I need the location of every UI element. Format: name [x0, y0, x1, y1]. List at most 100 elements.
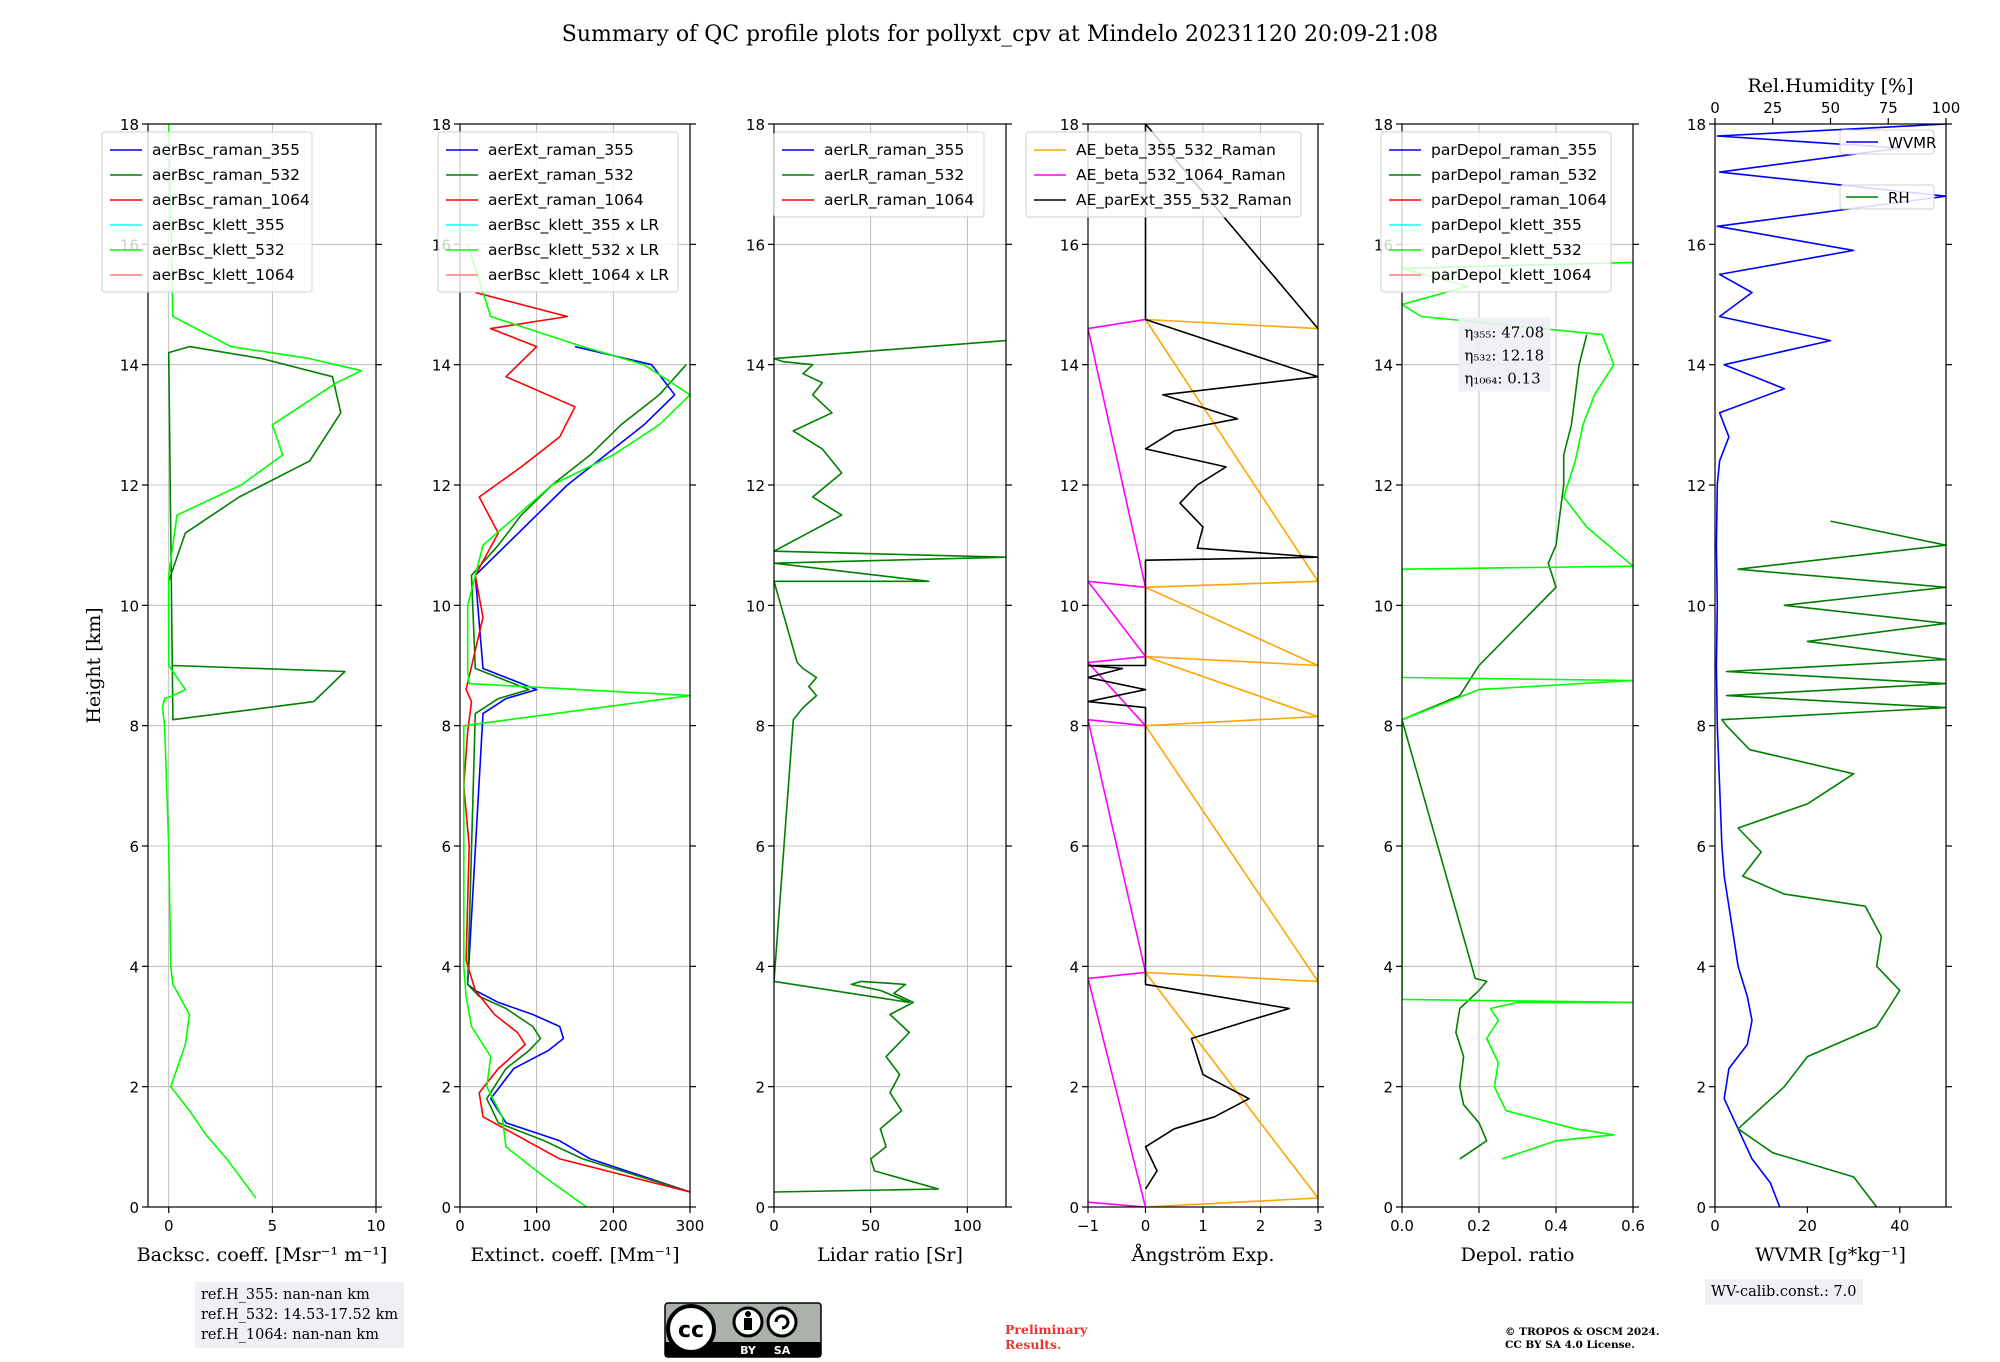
cc-by-text: BY — [740, 1344, 757, 1357]
y-tick-label: 6 — [441, 838, 451, 856]
legend-box — [1839, 184, 1935, 210]
top-tick-label: 50 — [1821, 99, 1840, 117]
legend-entry: aerBsc_klett_532 x LR — [488, 241, 659, 260]
y-tick-label: 4 — [1383, 958, 1393, 976]
legend-entry: aerBsc_raman_355 — [152, 141, 300, 160]
x-tick-label: 200 — [599, 1217, 628, 1235]
y-tick-label: 2 — [441, 1079, 451, 1097]
x-tick-label: 0 — [1710, 1217, 1720, 1235]
y-tick-label: 4 — [129, 958, 139, 976]
legend: parDepol_raman_355 parDepol_raman_532 parD… — [1380, 131, 1612, 293]
x-tick-label: 2 — [1256, 1217, 1266, 1235]
legend-box — [437, 131, 679, 293]
copyright-notice: © TROPOS & OSCM 2024. CC BY SA 4.0 Licen… — [1505, 1326, 1660, 1352]
figure-title: Summary of QC profile plots for pollyxt_… — [561, 22, 1439, 47]
y-tick-label: 4 — [1696, 958, 1706, 976]
series-line-aerext-raman-1064 — [462, 291, 690, 1193]
legend-box — [1025, 131, 1302, 218]
legend-entry: parDepol_klett_532 — [1431, 241, 1582, 260]
y-tick-label: 8 — [441, 718, 451, 736]
x-axis-label: Lidar ratio [Sr] — [817, 1244, 963, 1266]
x-tick-label: 40 — [1890, 1217, 1909, 1235]
legend: AE_beta_355_532_Raman AE_beta_532_1064_Ra… — [1025, 131, 1302, 218]
legend-entry: parDepol_raman_355 — [1431, 141, 1597, 160]
y-tick-label: 14 — [1687, 357, 1706, 375]
legend-entry: aerLR_raman_355 — [824, 141, 964, 160]
legend: WVMR RH — [1839, 129, 1936, 210]
x-tick-label: 0 — [164, 1217, 174, 1235]
x-tick-label: 50 — [861, 1217, 880, 1235]
y-tick-label: 8 — [129, 718, 139, 736]
y-tick-label: 14 — [1060, 357, 1079, 375]
y-tick-label: 16 — [1060, 236, 1079, 254]
y-tick-label: 0 — [755, 1199, 765, 1217]
preliminary-notice: Preliminary Results. — [1005, 1322, 1087, 1352]
x-tick-label: 100 — [522, 1217, 551, 1235]
legend-entry: aerBsc_klett_1064 — [152, 266, 295, 285]
legend-entry: aerLR_raman_532 — [824, 166, 964, 185]
legend-entry: parDepol_klett_1064 — [1431, 266, 1592, 285]
y-tick-label: 6 — [1696, 838, 1706, 856]
svg-text:cc: cc — [678, 1318, 704, 1343]
copyright-line-1: © TROPOS & OSCM 2024. — [1505, 1326, 1660, 1338]
y-tick-label: 10 — [120, 597, 139, 615]
y-tick-label: 8 — [1069, 718, 1079, 736]
series-line-aerext-raman-532 — [466, 364, 690, 1193]
cc-sa-text: SA — [774, 1344, 791, 1357]
top-tick-label: 75 — [1879, 99, 1898, 117]
top-tick-label: 100 — [1932, 99, 1961, 117]
refh-355-text: ref.H_355: nan-nan km — [201, 1287, 370, 1303]
legend-entry: aerLR_raman_1064 — [824, 191, 974, 210]
panel-2: 0246810121416180100200300Extinct. coeff.… — [432, 116, 704, 1266]
top-tick-label: 25 — [1763, 99, 1782, 117]
x-axis-label: WVMR [g*kg⁻¹] — [1755, 1244, 1906, 1266]
copyright-line-2: CC BY SA 4.0 License. — [1505, 1339, 1635, 1351]
legend-entry: aerBsc_klett_532 — [152, 241, 285, 260]
x-tick-label: 0.0 — [1390, 1217, 1414, 1235]
legend-entry: AE_beta_532_1064_Raman — [1076, 166, 1286, 185]
y-tick-label: 4 — [755, 958, 765, 976]
y-tick-label: 6 — [1069, 838, 1079, 856]
y-tick-label: 2 — [129, 1079, 139, 1097]
y-tick-label: 18 — [746, 116, 765, 134]
x-axis-label: Backsc. coeff. [Msr⁻¹ m⁻¹] — [137, 1244, 388, 1266]
y-tick-label: 12 — [746, 477, 765, 495]
y-tick-label: 12 — [1374, 477, 1393, 495]
wv-calib-text: WV-calib.const.: 7.0 — [1711, 1284, 1857, 1300]
y-tick-label: 12 — [120, 477, 139, 495]
y-tick-label: 14 — [1374, 357, 1393, 375]
y-tick-label: 0 — [129, 1199, 139, 1217]
x-tick-label: 5 — [268, 1217, 278, 1235]
legend-entry: aerExt_raman_532 — [488, 166, 634, 185]
y-tick-label: 12 — [1060, 477, 1079, 495]
x-axis-label: Depol. ratio — [1461, 1244, 1575, 1266]
legend-entry: aerBsc_raman_532 — [152, 166, 300, 185]
reference-height-box: ref.H_355: nan-nan km ref.H_532: 14.53-1… — [195, 1282, 405, 1348]
panel-frame — [459, 123, 691, 1208]
legend-entry: parDepol_raman_1064 — [1431, 191, 1607, 210]
series-line-rh — [1721, 520, 1946, 1207]
y-tick-label: 0 — [1383, 1199, 1393, 1217]
eta-value: η₅₃₂: 12.18 — [1464, 347, 1544, 365]
series-line-ae-parext-355-532-raman — [1088, 124, 1318, 1190]
legend-box — [101, 131, 313, 293]
x-tick-label: −1 — [1077, 1217, 1099, 1235]
wv-calibration-box: WV-calib.const.: 7.0 — [1705, 1279, 1863, 1305]
eta-annotation-box — [1458, 317, 1551, 392]
series-line-aerbsc-klett-532-x-lr — [462, 244, 690, 1207]
x-tick-label: 1 — [1198, 1217, 1208, 1235]
legend-box — [1380, 131, 1612, 293]
y-tick-label: 16 — [1687, 236, 1706, 254]
legend-entry: AE_beta_355_532_Raman — [1076, 141, 1276, 160]
top-tick-label: 0 — [1710, 99, 1720, 117]
eta-value: η₁₀₆₄: 0.13 — [1464, 370, 1540, 388]
y-tick-label: 0 — [441, 1199, 451, 1217]
legend-entry: aerBsc_klett_355 x LR — [488, 216, 659, 235]
legend-entry: WVMR — [1888, 134, 1936, 152]
y-tick-label: 18 — [1374, 116, 1393, 134]
x-axis-label: Extinct. coeff. [Mm⁻¹] — [470, 1244, 679, 1266]
eta-value: η₃₅₅: 47.08 — [1464, 324, 1544, 342]
y-tick-label: 6 — [755, 838, 765, 856]
